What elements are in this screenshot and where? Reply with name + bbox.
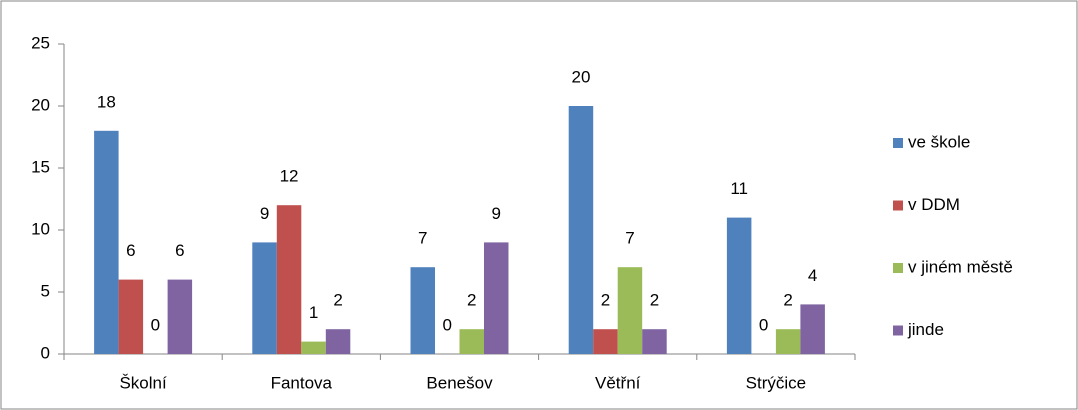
y-tick-label: 20 [31, 95, 50, 114]
data-label: 2 [601, 291, 610, 310]
bar [726, 217, 752, 354]
legend-label: ve škole [908, 132, 970, 151]
data-label: 2 [333, 291, 342, 310]
y-tick-label: 10 [31, 219, 50, 238]
bar [252, 242, 277, 354]
data-label: 1 [309, 303, 318, 322]
legend-swatch [893, 200, 903, 211]
y-tick-label: 0 [41, 343, 50, 362]
data-label: 0 [443, 315, 452, 334]
bar [301, 341, 326, 354]
data-label: 11 [730, 179, 748, 198]
data-label: 20 [571, 67, 590, 86]
data-label: 4 [808, 266, 817, 285]
bar [568, 106, 594, 354]
y-tick-label: 5 [41, 281, 50, 300]
x-tick-label: Školní [119, 373, 167, 392]
legend-label: v DDM [908, 195, 960, 214]
data-label: 18 [97, 92, 116, 111]
x-tick-label: Strýčice [746, 373, 806, 392]
legend-label: jinde [907, 320, 944, 339]
data-label: 6 [175, 241, 184, 260]
legend-swatch [893, 263, 903, 273]
bar [800, 304, 825, 354]
bar [118, 279, 144, 354]
legend-label: v jiném městě [908, 257, 1013, 276]
bar [410, 267, 435, 354]
data-label: 6 [126, 241, 135, 260]
bar [593, 329, 618, 354]
bar [459, 329, 484, 354]
data-label: 2 [783, 291, 792, 310]
data-label: 2 [650, 291, 659, 310]
bar [775, 329, 801, 354]
bar [617, 267, 643, 354]
bar [276, 205, 302, 354]
x-tick-label: Větřní [595, 373, 641, 392]
x-tick-label: Benešov [426, 373, 493, 392]
bar [325, 329, 351, 354]
bar [94, 130, 119, 354]
data-label: 0 [759, 315, 768, 334]
legend-swatch [893, 325, 903, 336]
y-tick-label: 15 [31, 157, 50, 176]
bar [484, 242, 509, 354]
data-label: 0 [151, 315, 160, 334]
data-label: 12 [280, 167, 299, 186]
y-tick-label: 25 [31, 33, 50, 52]
legend-swatch [893, 138, 903, 148]
data-label: 9 [260, 204, 269, 223]
data-label: 2 [467, 291, 476, 310]
x-tick-label: Fantova [271, 373, 333, 392]
data-label: 7 [625, 229, 634, 248]
data-label: 7 [418, 229, 427, 248]
bar [167, 279, 193, 354]
data-label: 9 [492, 204, 501, 223]
bar [642, 329, 667, 354]
